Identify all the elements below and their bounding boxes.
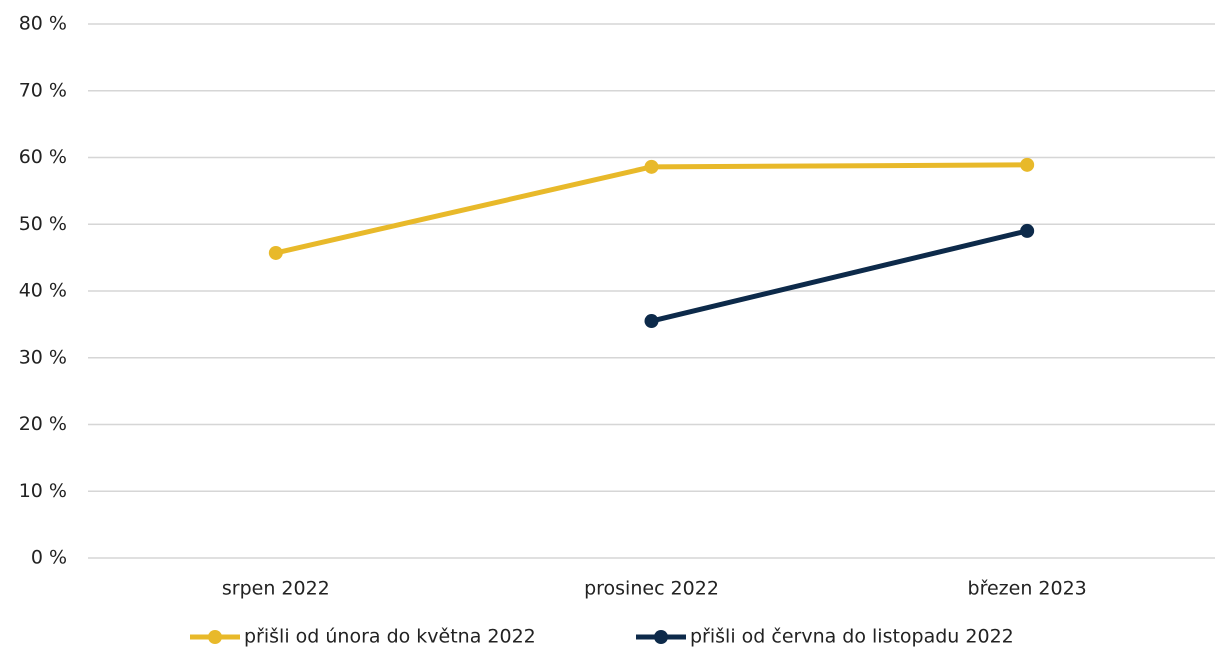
x-tick-label: březen 2023 [968, 578, 1087, 600]
y-tick-label: 50 % [19, 213, 67, 235]
data-point [268, 245, 283, 260]
legend-marker [208, 630, 222, 644]
series-line [650, 228, 1028, 324]
y-tick-label: 60 % [19, 146, 67, 168]
y-tick-label: 20 % [19, 413, 67, 435]
data-point [1020, 223, 1035, 238]
y-tick-label: 70 % [19, 79, 67, 101]
y-tick-label: 30 % [19, 346, 67, 368]
x-tick-label: prosinec 2022 [584, 578, 719, 600]
data-point [1020, 157, 1035, 172]
data-point [644, 159, 659, 174]
data-point [644, 314, 659, 329]
legend-label: přišli od února do května 2022 [244, 626, 536, 648]
y-tick-label: 10 % [19, 480, 67, 502]
series-line [275, 162, 1028, 256]
x-tick-label: srpen 2022 [222, 578, 330, 600]
legend-label: přišli od června do listopadu 2022 [690, 626, 1014, 648]
y-tick-label: 0 % [31, 547, 67, 569]
y-tick-label: 40 % [19, 280, 67, 302]
legend-marker [654, 630, 668, 644]
y-tick-label: 80 % [19, 13, 67, 35]
